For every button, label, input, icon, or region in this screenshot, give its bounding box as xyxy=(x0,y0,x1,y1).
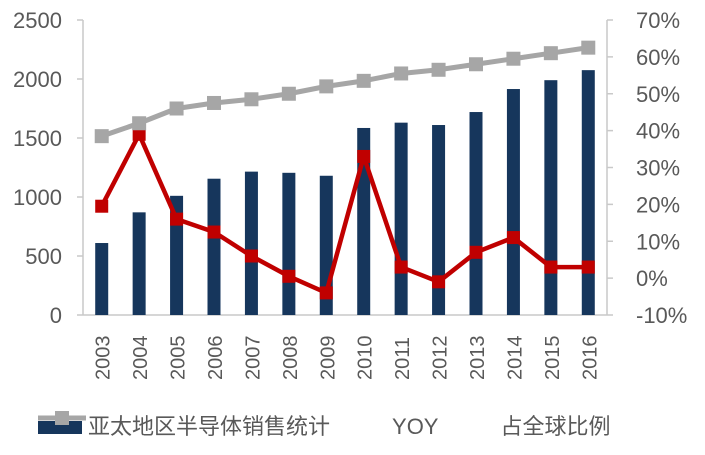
yoy-marker-2003[interactable] xyxy=(95,199,109,213)
x-axis-label-2015: 2015 xyxy=(542,336,564,381)
yoy-marker-2007[interactable] xyxy=(244,249,258,263)
right-axis-tick-label: 60% xyxy=(636,45,680,70)
legend-item-sales[interactable]: 亚太地区半导体销售统计 xyxy=(38,416,330,438)
share-marker-2009[interactable] xyxy=(319,79,334,94)
share-marker-2005[interactable] xyxy=(169,101,184,116)
x-axis-label-2011: 2011 xyxy=(392,337,414,380)
share-marker-2004[interactable] xyxy=(132,116,147,131)
yoy-marker-2015[interactable] xyxy=(544,260,558,274)
bar-2003[interactable] xyxy=(95,243,109,315)
yoy-marker-2005[interactable] xyxy=(170,212,184,226)
bar-2012[interactable] xyxy=(432,125,446,316)
legend-label-share: 占全球比例 xyxy=(500,414,611,439)
right-axis-tick-label: 10% xyxy=(636,229,680,254)
legend-item-share[interactable]: 占全球比例 xyxy=(38,411,611,439)
bar-2008[interactable] xyxy=(282,172,296,315)
right-axis-tick-label: 40% xyxy=(636,119,680,144)
x-axis-label-2007: 2007 xyxy=(242,336,264,381)
share-marker-2012[interactable] xyxy=(431,62,446,77)
left-axis-tick-label: 1500 xyxy=(13,126,62,151)
yoy-marker-2012[interactable] xyxy=(432,275,446,289)
share-marker-2011[interactable] xyxy=(394,66,409,81)
bar-2011[interactable] xyxy=(394,122,408,315)
x-axis-label-2004: 2004 xyxy=(130,336,152,381)
left-axis-tick-label: 2500 xyxy=(13,8,62,33)
right-axis-tick-label: 30% xyxy=(636,156,680,181)
bar-2006[interactable] xyxy=(207,178,221,315)
left-axis-tick-label: 500 xyxy=(25,244,62,269)
share-marker-2007[interactable] xyxy=(244,92,259,107)
x-axis-label-2016: 2016 xyxy=(579,336,601,381)
x-axis-label-2006: 2006 xyxy=(205,336,227,381)
share-marker-2013[interactable] xyxy=(469,57,483,72)
x-axis-label-2014: 2014 xyxy=(504,336,526,381)
right-axis-tick-label: 20% xyxy=(636,192,680,217)
yoy-marker-2010[interactable] xyxy=(357,149,371,163)
left-axis-tick-label: 2000 xyxy=(13,67,62,92)
share-marker-2014[interactable] xyxy=(506,51,521,66)
right-axis-tick-label: 50% xyxy=(636,82,680,107)
right-axis-tick-label: -10% xyxy=(636,303,687,328)
share-marker-2016[interactable] xyxy=(581,40,596,55)
yoy-marker-2009[interactable] xyxy=(319,286,333,300)
yoy-marker-2013[interactable] xyxy=(469,245,483,259)
left-axis-tick-label: 0 xyxy=(50,303,62,328)
x-axis-label-2010: 2010 xyxy=(355,336,377,381)
share-marker-2008[interactable] xyxy=(281,86,296,101)
yoy-marker-2016[interactable] xyxy=(581,260,595,274)
chart-legend: 亚太地区半导体销售统计 YOY 占全球比例 xyxy=(38,410,688,444)
bar-2004[interactable] xyxy=(132,212,146,315)
share-marker-2006[interactable] xyxy=(207,95,221,110)
right-axis-tick-label: 0% xyxy=(636,266,668,291)
yoy-line-marker-icon xyxy=(38,411,386,435)
legend-item-yoy[interactable]: YOY xyxy=(38,411,439,439)
bar-2013[interactable] xyxy=(469,112,483,315)
x-axis-label-2009: 2009 xyxy=(317,336,339,381)
yoy-marker-2014[interactable] xyxy=(506,231,520,245)
bar-2015[interactable] xyxy=(544,80,558,316)
yoy-marker-2006[interactable] xyxy=(207,225,221,239)
legend-label-sales: 亚太地区半导体销售统计 xyxy=(88,414,331,439)
yoy-marker-2011[interactable] xyxy=(394,260,408,274)
yoy-marker-2008[interactable] xyxy=(282,269,296,283)
share-marker-2010[interactable] xyxy=(356,73,371,88)
x-axis-label-2003: 2003 xyxy=(93,336,115,381)
x-axis-label-2008: 2008 xyxy=(280,336,302,381)
x-axis-label-2013: 2013 xyxy=(467,336,489,381)
yoy-marker-2004[interactable] xyxy=(132,127,146,141)
bar-2007[interactable] xyxy=(244,171,258,315)
bar-2016[interactable] xyxy=(581,70,595,316)
share-marker-2015[interactable] xyxy=(543,46,558,61)
bar-2014[interactable] xyxy=(506,89,520,315)
share-line-marker-icon xyxy=(38,411,494,435)
bar-series-swatch-icon xyxy=(38,420,82,434)
share-marker-2003[interactable] xyxy=(94,129,109,144)
left-axis-tick-label: 1000 xyxy=(13,185,62,210)
x-axis-label-2005: 2005 xyxy=(168,336,190,381)
right-axis-tick-label: 70% xyxy=(636,8,680,33)
x-axis-label-2012: 2012 xyxy=(430,336,452,381)
legend-label-yoy: YOY xyxy=(392,414,439,439)
